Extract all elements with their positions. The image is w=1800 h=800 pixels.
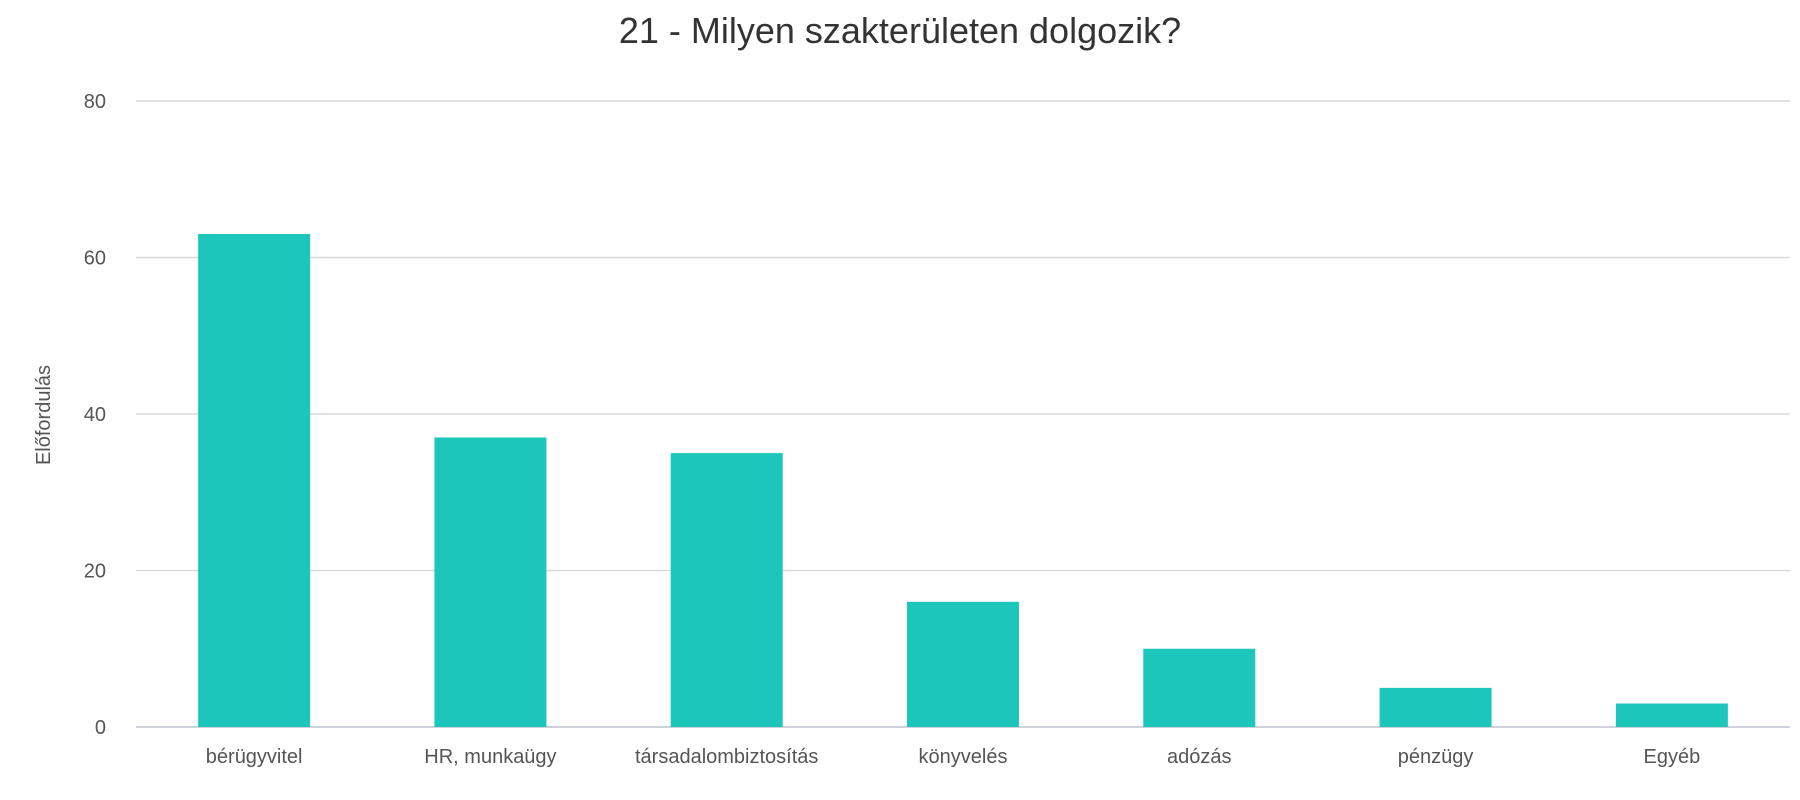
y-tick-label: 60 [84,248,106,270]
x-axis-ticks: bérügyvitel HR, munkaügy társadalombiztosí… [206,746,1700,768]
y-tick-label: 0 [95,717,106,739]
x-tick-label: Egyéb [1643,746,1700,768]
bar [1379,687,1492,727]
x-tick-label: adózás [1167,746,1232,768]
grid-lines [136,100,1790,728]
bars [198,234,1728,727]
y-tick-label: 80 [84,91,106,113]
y-tick-label: 40 [84,404,106,426]
bar [1143,648,1256,727]
x-tick-label: társadalombiztosítás [635,746,818,768]
bar [1615,703,1728,727]
bar [198,234,311,727]
y-axis-ticks: 0 20 40 60 80 [84,91,106,739]
x-tick-label: könyvelés [919,746,1008,768]
x-tick-label: pénzügy [1398,746,1474,768]
x-tick-label: bérügyvitel [206,746,303,768]
x-tick-label: HR, munkaügy [424,746,556,768]
y-tick-label: 20 [84,561,106,583]
chart-title: 21 - Milyen szakterületen dolgozik? [618,10,1182,51]
bar [670,453,783,727]
bar [907,601,1019,727]
bar [434,437,547,727]
y-axis-title: Előfordulás [33,365,55,465]
